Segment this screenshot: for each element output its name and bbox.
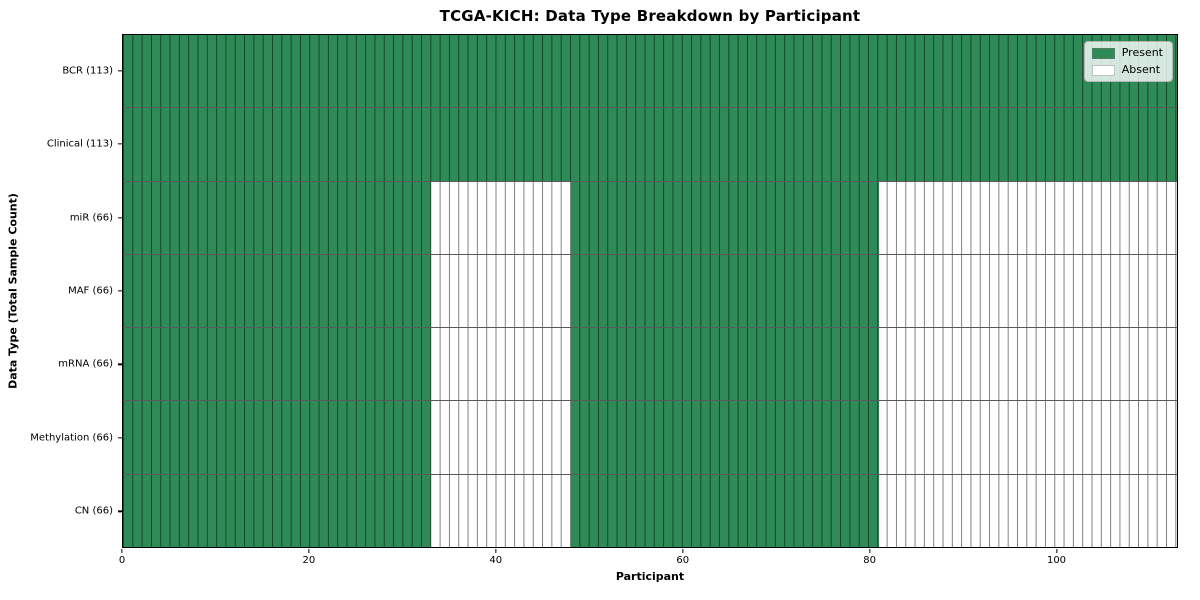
- heatmap-row: [123, 328, 1177, 402]
- x-tick-label: 20: [302, 555, 316, 566]
- legend-label: Absent: [1121, 63, 1161, 76]
- x-tick-label: 40: [489, 555, 503, 566]
- heatmap-row: [123, 254, 1177, 329]
- y-tick-label: Clinical (113): [46, 138, 113, 150]
- heatmap-row: [123, 401, 1177, 475]
- x-axis: 0 20 40 60 80 100: [118, 548, 1178, 588]
- present-segment: [123, 181, 431, 254]
- x-tick-label: 80: [863, 555, 876, 566]
- y-tick-label: CN (66): [74, 505, 113, 517]
- y-tick-mark: [118, 510, 122, 512]
- x-tick-mark: [121, 549, 123, 553]
- legend-swatch-absent: [1091, 64, 1115, 76]
- y-tick-label: MAF (66): [68, 285, 113, 297]
- y-tick-mark: [118, 216, 122, 219]
- x-axis-label: Participant: [615, 570, 685, 583]
- x-tick-mark: [868, 549, 871, 553]
- present-segment: [570, 254, 879, 328]
- present-segment: [123, 108, 1177, 181]
- y-tick-label: BCR (113): [62, 65, 113, 77]
- x-tick-label: 60: [676, 555, 690, 566]
- y-tick-mark: [118, 290, 122, 292]
- present-segment: [570, 328, 879, 401]
- x-tick-mark: [1055, 549, 1058, 553]
- present-segment: [123, 401, 431, 474]
- y-tick-mark: [118, 143, 122, 145]
- legend-item-absent: Absent: [1091, 63, 1163, 76]
- present-segment: [123, 35, 1177, 108]
- y-axis: BCR (113) Clinical (113) miR (66) MAF (66) m…: [0, 34, 122, 548]
- y-tick-label: mRNA (66): [58, 358, 113, 370]
- heatmap-row: [123, 181, 1177, 255]
- legend-label: Present: [1121, 46, 1163, 59]
- y-tick-mark: [118, 70, 122, 72]
- y-tick-label: Methylation (66): [30, 432, 113, 444]
- heatmap-rows: [123, 35, 1177, 548]
- present-segment: [123, 254, 431, 328]
- y-tick-mark: [118, 437, 122, 439]
- present-segment: [570, 181, 879, 254]
- y-tick-label: miR (66): [69, 212, 113, 224]
- y-tick-mark: [118, 363, 122, 366]
- x-tick-mark: [682, 549, 684, 553]
- chart-title: TCGA-KICH: Data Type Breakdown by Partic…: [439, 7, 861, 25]
- present-segment: [123, 328, 431, 401]
- present-segment: [123, 474, 431, 547]
- heatmap-row: [123, 35, 1177, 109]
- present-segment: [570, 474, 879, 547]
- legend: Present Absent: [1083, 41, 1173, 82]
- x-tick-label: 100: [1046, 555, 1067, 566]
- x-tick-label: 0: [118, 555, 126, 566]
- x-tick-mark: [308, 549, 310, 553]
- plot-area: Present Absent: [122, 34, 1178, 548]
- legend-item-present: Present: [1091, 46, 1163, 59]
- heatmap-row: [123, 108, 1177, 182]
- x-tick-mark: [495, 549, 497, 553]
- legend-swatch-present: [1091, 47, 1115, 59]
- present-segment: [570, 401, 879, 474]
- heatmap-row: [123, 474, 1177, 548]
